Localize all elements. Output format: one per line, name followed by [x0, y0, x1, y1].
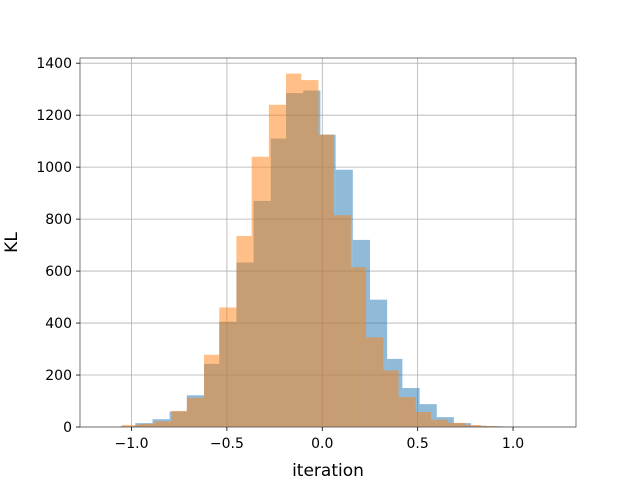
histogram-bar	[318, 134, 334, 427]
x-tick-label: −0.5	[210, 436, 244, 452]
histogram-bar	[286, 73, 302, 427]
y-tick-label: 1400	[36, 56, 72, 72]
histogram-bar	[480, 425, 498, 427]
histogram-bar	[204, 354, 220, 427]
histogram-bar	[219, 307, 237, 427]
histogram-bars	[102, 73, 521, 428]
histogram-bar	[236, 236, 252, 427]
histogram-bar	[139, 423, 155, 427]
histogram-bar	[268, 104, 287, 427]
histogram-bar	[350, 267, 367, 427]
x-tick-label: 1.0	[502, 436, 524, 452]
axis-ticks: −1.0 −0.5 0.0 0.5 1.0 0 200 400 600 800 1000 1200 14…	[36, 56, 524, 452]
plot-frame	[79, 57, 577, 428]
y-tick-label: 600	[45, 264, 72, 280]
histogram-bar	[121, 424, 140, 427]
histogram-bar	[171, 410, 187, 427]
x-axis-label: iteration	[292, 461, 364, 480]
histogram-bar	[431, 419, 449, 427]
series-1-bars	[121, 73, 498, 428]
y-tick-label: 800	[45, 212, 72, 228]
histogram-bar	[333, 215, 351, 427]
histogram-bar	[154, 421, 172, 427]
y-tick-label: 0	[63, 420, 72, 436]
x-tick-label: 0.5	[407, 436, 429, 452]
y-tick-label: 1000	[36, 160, 72, 176]
y-tick-label: 400	[45, 316, 72, 332]
histogram-bar	[383, 370, 399, 427]
histogram-bar	[251, 156, 269, 428]
histogram-bar	[301, 80, 319, 428]
y-tick-label: 200	[45, 368, 72, 384]
histogram-bar	[465, 424, 481, 427]
x-tick-label: 0.0	[311, 436, 333, 452]
histogram-bar	[366, 337, 384, 427]
x-tick-label: −1.0	[115, 436, 149, 452]
histogram-bar	[448, 422, 466, 427]
histogram-bar	[186, 397, 204, 427]
y-tick-label: 1200	[36, 108, 72, 124]
histogram-bar	[415, 411, 432, 427]
y-axis-label: KL	[2, 232, 22, 253]
histogram-bar	[398, 397, 416, 427]
